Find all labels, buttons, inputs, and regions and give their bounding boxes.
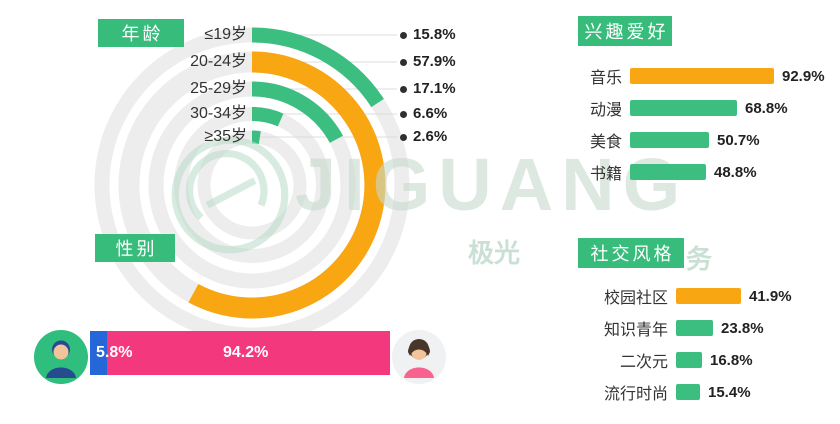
bar-row: 校园社区 41.9% xyxy=(530,280,792,312)
bar-category-label: 二次元 xyxy=(619,354,668,371)
age-percent-label: 2.6% xyxy=(413,128,448,145)
bar-fill xyxy=(676,320,713,336)
bar-row: 书籍 48.8% xyxy=(530,156,757,188)
leader-dot-icon xyxy=(400,85,407,93)
bar-percent-label: 48.8% xyxy=(714,163,757,181)
bar-percent-label: 23.8% xyxy=(721,319,764,337)
bar-row: 二次元 16.8% xyxy=(530,344,753,376)
social-bar-chart: 校园社区 41.9% 知识青年 23.8% 二次元 16.8% 流行时尚 15.4% xyxy=(530,280,840,408)
age-category-label: ≤19岁 xyxy=(204,26,247,43)
bar-category-label: 动漫 xyxy=(589,102,622,119)
interests-bar-chart: 音乐 92.9% 动漫 68.8% 美食 50.7% 书籍 48.8% xyxy=(530,60,840,188)
age-section-title: 年龄 xyxy=(98,19,184,47)
bar-percent-label: 68.8% xyxy=(745,99,788,117)
social-section-title: 社交风格 xyxy=(578,238,684,268)
age-category-label: 30-34岁 xyxy=(190,105,247,122)
gender-female-percent: 94.2% xyxy=(223,344,269,361)
leader-dot-icon xyxy=(400,133,407,141)
male-avatar xyxy=(34,330,88,384)
leader-dot-icon xyxy=(400,110,407,118)
bar-category-label: 校园社区 xyxy=(603,290,668,307)
age-ring-arc xyxy=(251,81,343,144)
gender-male-percent: 5.8% xyxy=(96,344,133,361)
age-ring-arc xyxy=(188,51,386,319)
bar-category-label: 音乐 xyxy=(589,70,622,87)
male-user-icon xyxy=(46,340,76,378)
leader-dot-icon xyxy=(400,31,407,39)
age-percent-label: 57.9% xyxy=(413,53,456,70)
age-percent-label: 15.8% xyxy=(413,26,456,43)
age-category-label: 25-29岁 xyxy=(190,80,247,97)
gender-female-segment xyxy=(107,331,390,375)
bar-percent-label: 92.9% xyxy=(782,67,825,85)
gender-stacked-bar: 5.8% 94.2% xyxy=(90,331,390,375)
bar-percent-label: 15.4% xyxy=(708,383,751,401)
bar-percent-label: 50.7% xyxy=(717,131,760,149)
bar-fill xyxy=(630,132,709,148)
bar-category-label: 知识青年 xyxy=(603,322,668,339)
age-category-label: ≥35岁 xyxy=(204,128,247,145)
bar-row: 动漫 68.8% xyxy=(530,92,788,124)
bar-row: 美食 50.7% xyxy=(530,124,760,156)
age-ring-arc xyxy=(251,106,284,127)
bar-percent-label: 16.8% xyxy=(710,351,753,369)
female-user-icon xyxy=(404,339,434,378)
bar-fill xyxy=(630,68,774,84)
bar-category-label: 流行时尚 xyxy=(603,386,668,403)
age-percent-label: 17.1% xyxy=(413,80,456,97)
gender-male-segment xyxy=(90,331,108,375)
leader-dot-icon xyxy=(400,58,407,66)
age-category-label: 20-24岁 xyxy=(190,53,247,70)
bar-fill xyxy=(676,288,741,304)
interests-section-title: 兴趣爱好 xyxy=(578,16,672,46)
bar-fill xyxy=(630,100,737,116)
age-percent-label: 6.6% xyxy=(413,105,448,122)
female-avatar xyxy=(392,330,446,384)
bar-category-label: 书籍 xyxy=(589,166,622,183)
bar-row: 流行时尚 15.4% xyxy=(530,376,751,408)
bar-category-label: 美食 xyxy=(589,134,622,151)
bar-row: 知识青年 23.8% xyxy=(530,312,764,344)
age-ring-arc xyxy=(251,27,384,108)
bar-fill xyxy=(676,384,700,400)
bar-fill xyxy=(630,164,706,180)
bar-percent-label: 41.9% xyxy=(749,287,792,305)
gender-section-title: 性别 xyxy=(95,234,175,262)
bar-fill xyxy=(676,352,702,368)
bar-row: 音乐 92.9% xyxy=(530,60,825,92)
